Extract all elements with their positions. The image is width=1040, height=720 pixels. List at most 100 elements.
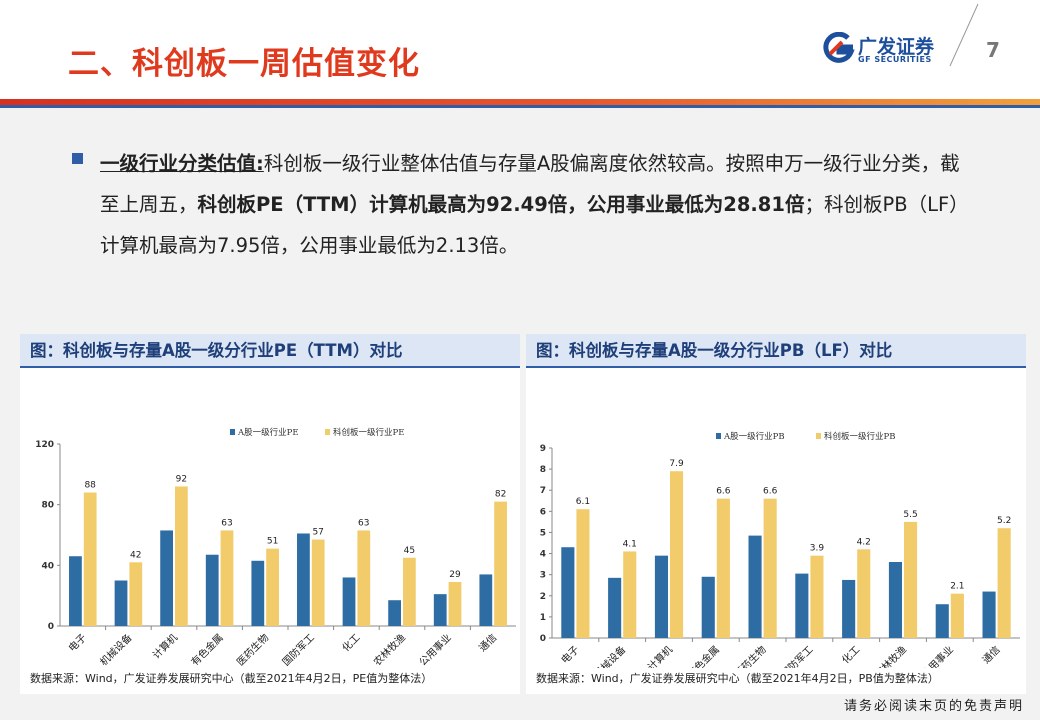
pb-bar-a-share xyxy=(935,604,949,638)
bullet-bold-text: 科创板PE（TTM）计算机最高为92.49倍，公用事业最低为28.81倍 xyxy=(197,193,805,216)
pb-bar-a-share xyxy=(654,555,668,638)
pe-bar-a-share xyxy=(205,554,219,626)
pe-category-label: 机械设备 xyxy=(97,631,134,668)
footer-disclaimer: 请务必阅读末页的免责声明 xyxy=(843,699,1024,714)
pb-chart-body: 0 1 2 3 4 5 6 7 8 9 6.1 电子 4.1 机械设备 7.9 计算机 6.6 有色金属 6.6 医药… xyxy=(526,368,1026,694)
pb-bar-a-share xyxy=(982,591,996,638)
pb-bar-a-share xyxy=(701,576,715,638)
pe-bar-star-market xyxy=(403,557,416,626)
pe-category-label: 有色金属 xyxy=(188,631,225,668)
pb-category-label: 化工 xyxy=(839,643,862,666)
pb-category-label: 通信 xyxy=(980,644,1003,667)
pe-bar-a-share xyxy=(388,600,401,626)
pe-bar-a-share xyxy=(69,556,82,626)
pb-y-tick-label: 5 xyxy=(540,528,546,538)
pe-data-label: 92 xyxy=(176,474,187,484)
pb-data-label: 2.1 xyxy=(950,582,964,592)
pe-y-tick-label: 120 xyxy=(35,440,54,450)
pb-chart-source: 数据来源：Wind，广发证券发展研究中心（截至2021年4月2日，PB值为整体法… xyxy=(536,672,939,685)
gf-logo-icon xyxy=(823,32,855,63)
pe-bar-a-share xyxy=(160,530,173,626)
pe-bar-a-share xyxy=(114,580,128,626)
pb-y-tick-label: 3 xyxy=(540,571,546,581)
pb-y-tick-label: 0 xyxy=(540,634,546,644)
pb-bar-star-market xyxy=(576,509,590,638)
pe-legend-swatch xyxy=(325,429,330,435)
pe-bar-star-market xyxy=(220,530,234,626)
pb-bar-a-share xyxy=(842,579,856,638)
bullet-text-2: ；科创板PB（LF）计算机最高为7.95倍，公用事业最低为2.13倍。 xyxy=(100,193,969,257)
pb-bar-a-share xyxy=(561,547,575,638)
pb-data-label: 5.5 xyxy=(903,510,917,520)
pe-bar-a-share xyxy=(251,560,265,626)
pb-bar-star-market xyxy=(670,471,684,638)
pb-data-label: 3.9 xyxy=(810,544,825,554)
pe-category-label: 农林牧渔 xyxy=(371,631,408,668)
pe-data-label: 57 xyxy=(312,528,323,538)
pe-category-label: 通信 xyxy=(477,632,500,655)
pb-category-label: 医药生物 xyxy=(731,643,768,668)
pb-data-label: 7.9 xyxy=(669,459,684,469)
pe-data-label: 82 xyxy=(495,490,506,500)
pb-bar-star-market xyxy=(950,593,964,638)
page-number: 7 xyxy=(986,38,1000,62)
pe-bar-star-market xyxy=(494,501,507,626)
pe-bar-star-market xyxy=(129,562,143,626)
pb-bar-a-share xyxy=(795,573,809,638)
pe-data-label: 88 xyxy=(84,481,96,491)
pb-bar-a-share xyxy=(888,562,902,638)
pb-legend-label: A股一级行业PB xyxy=(723,431,785,442)
pb-data-label: 6.1 xyxy=(576,497,590,507)
pe-chart-panel: 图：科创板与存量A股一级分行业PE（TTM）对比 0 40 80 120 88 电子 42 机… xyxy=(20,334,520,694)
pe-category-label: 国防军工 xyxy=(279,631,316,668)
pb-bar-star-market xyxy=(716,498,730,638)
pe-bar-a-share xyxy=(342,577,356,626)
pb-y-tick-label: 9 xyxy=(540,444,546,454)
pb-legend-swatch xyxy=(716,433,721,439)
pb-bar-star-market xyxy=(623,551,637,638)
pe-data-label: 63 xyxy=(358,518,369,528)
pe-category-label: 计算机 xyxy=(150,631,180,661)
pe-data-label: 45 xyxy=(404,546,415,556)
pb-chart-title: 图：科创板与存量A股一级分行业PB（LF）对比 xyxy=(526,334,1026,368)
pb-y-tick-label: 4 xyxy=(540,550,546,560)
pb-bar-star-market xyxy=(904,521,918,638)
pe-category-label: 电子 xyxy=(66,631,89,654)
pe-data-label: 42 xyxy=(130,550,141,560)
pe-bar-a-share xyxy=(479,574,493,626)
pe-bar-star-market xyxy=(357,530,371,626)
company-logo: 广发证券 GF SECURITIES xyxy=(822,30,972,70)
pe-data-label: 29 xyxy=(449,570,461,580)
pb-y-tick-label: 8 xyxy=(540,465,546,475)
pb-category-label: 有色金属 xyxy=(684,643,721,668)
bullet-square-icon xyxy=(72,153,83,164)
pb-bar-star-market xyxy=(810,555,824,638)
pb-legend-label: 科创板一级行业PB xyxy=(824,431,895,442)
pb-y-tick-label: 7 xyxy=(540,486,546,496)
pe-bar-star-market xyxy=(175,486,188,626)
pe-category-label: 医药生物 xyxy=(234,631,271,668)
pb-bar-a-share xyxy=(748,535,762,638)
pb-y-tick-label: 1 xyxy=(540,613,546,623)
pb-data-label: 4.1 xyxy=(623,539,637,549)
pb-category-label: 农林牧渔 xyxy=(872,643,909,668)
pe-bar-star-market xyxy=(311,539,325,626)
pe-y-tick-label: 0 xyxy=(48,622,54,632)
pe-bar-star-market xyxy=(266,548,279,626)
pb-bar-a-share xyxy=(608,577,622,638)
header-band-red xyxy=(0,99,1040,105)
bullet-lead: 一级行业分类估值: xyxy=(100,152,264,175)
pb-bar-star-market xyxy=(763,498,777,638)
pb-category-label: 计算机 xyxy=(645,643,675,668)
pb-data-label: 6.6 xyxy=(716,487,731,497)
pb-data-label: 6.6 xyxy=(763,487,778,497)
header-band-blue xyxy=(0,105,1040,108)
pe-bar-a-share xyxy=(297,533,310,626)
pb-data-label: 4.2 xyxy=(857,537,871,547)
logo-text-cn: 广发证券 xyxy=(858,36,935,58)
pb-category-label: 机械设备 xyxy=(591,643,628,668)
pe-bar-star-market xyxy=(83,492,97,626)
pb-data-label: 5.2 xyxy=(997,516,1011,526)
pe-y-tick-label: 80 xyxy=(41,501,54,511)
pb-y-tick-label: 2 xyxy=(540,592,546,602)
